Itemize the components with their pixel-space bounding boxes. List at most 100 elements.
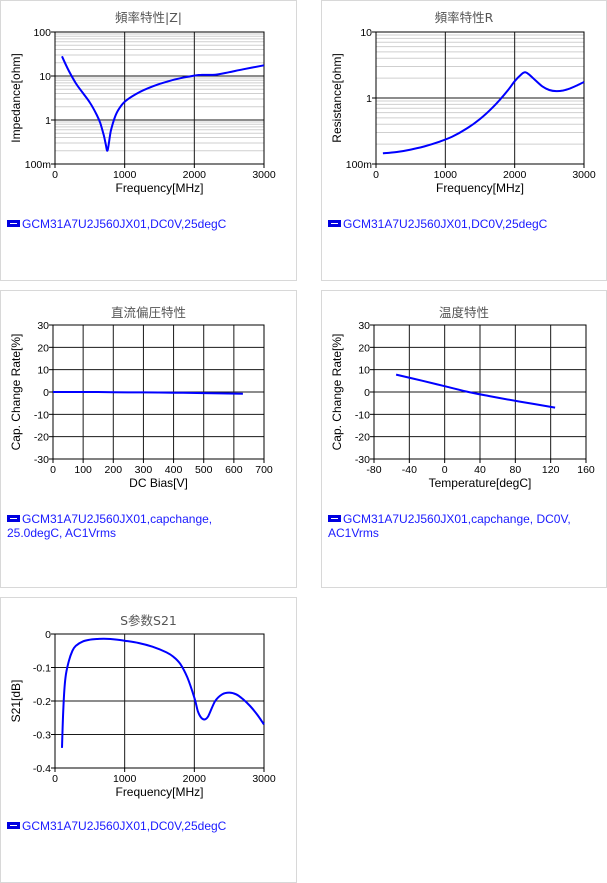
- x-tick-label: 2000: [503, 169, 527, 181]
- x-tick-label: 3000: [572, 169, 596, 181]
- x-axis-label: Frequency[MHz]: [115, 181, 203, 195]
- x-tick-label: 1000: [434, 169, 458, 181]
- legend-entry: GCM31A7U2J560JX01,capchange, 25.0degC, A…: [7, 512, 247, 540]
- x-axis-label: Frequency[MHz]: [436, 181, 524, 195]
- legend-swatch: [328, 220, 341, 227]
- x-tick-label: 1000: [113, 773, 137, 785]
- x-tick-label: 120: [542, 464, 560, 476]
- y-tick-label: 1: [45, 115, 51, 127]
- legend-label: GCM31A7U2J560JX01,capchange, DC0V, AC1Vr…: [328, 512, 571, 540]
- s21-chart: -0.4 -0.3 -0.2 -0.1 0 0 1000 2000 3000 Frequency[…: [9, 629, 276, 799]
- x-tick-label: -40: [402, 464, 417, 476]
- plot-frame: [54, 31, 265, 165]
- chart-title: 直流偏圧特性: [110, 305, 186, 320]
- legend-swatch: [328, 515, 341, 522]
- y-tick-label: 0: [45, 629, 51, 641]
- legend-entry: GCM31A7U2J560JX01,capchange, DC0V, AC1Vr…: [328, 512, 603, 540]
- x-tick-label: 700: [255, 464, 273, 476]
- x-tick-label: 0: [52, 169, 58, 181]
- x-axis-label: Frequency[MHz]: [115, 785, 203, 799]
- x-tick-label: 80: [509, 464, 521, 476]
- y-tick-label: -0.2: [33, 696, 51, 708]
- plot-area: [55, 32, 264, 164]
- legend-entry: GCM31A7U2J560JX01,DC0V,25degC: [7, 819, 287, 833]
- x-axis-label: Temperature[degC]: [429, 476, 532, 490]
- y-tick-label: -0.3: [33, 730, 51, 742]
- plot-frame: [373, 324, 587, 460]
- x-tick-label: 1000: [113, 169, 137, 181]
- x-axis-label: DC Bias[V]: [129, 476, 188, 490]
- y-tick-label: -20: [34, 432, 49, 444]
- y-tick-label: 100: [33, 27, 51, 39]
- y-tick-label: -30: [34, 454, 49, 466]
- x-tick-label: 400: [165, 464, 183, 476]
- y-axis-label: Cap. Change Rate[%]: [9, 334, 23, 451]
- y-tick-label: -30: [355, 454, 370, 466]
- y-tick-label: 10: [39, 71, 51, 83]
- legend-label: GCM31A7U2J560JX01,DC0V,25degC: [22, 819, 227, 833]
- y-tick-label: 10: [37, 365, 49, 377]
- legend-swatch: [7, 515, 20, 522]
- y-axis-label: S21[dB]: [9, 680, 23, 723]
- chart-panel-temperature: 温度特性 -30 -20 -10 0 10 20 30 -80 -40 0 40 80 120 160 Te…: [321, 290, 607, 588]
- x-tick-label: 40: [474, 464, 486, 476]
- chart-panel-impedance: 頻率特性|Z| 100m 1 10 100 0 1000 2000 3000 Frequency…: [0, 0, 297, 281]
- x-tick-label: 600: [225, 464, 243, 476]
- chart-panel-dc-bias: 直流偏圧特性 -30 -20 -10 0 10 20 30 0 100 200 300 400 500 6…: [0, 290, 297, 588]
- x-tick-label: 200: [105, 464, 123, 476]
- series-line: [61, 55, 265, 152]
- y-tick-label: 0: [364, 387, 370, 399]
- plot-frame: [375, 31, 585, 165]
- temperature-chart: -30 -20 -10 0 10 20 30 -80 -40 0 40 80 120 160 Tempera…: [330, 320, 595, 490]
- chart-title: 頻率特性R: [434, 10, 494, 25]
- series-line: [382, 71, 585, 155]
- x-tick-label: 2000: [183, 169, 207, 181]
- y-axis-label: Resistance[ohm]: [330, 53, 344, 142]
- y-tick-label: 20: [37, 342, 49, 354]
- y-axis-label: Cap. Change Rate[%]: [330, 334, 344, 451]
- resistance-chart: 100m 1 10 0 1000 2000 3000 Frequency[MHz] Resist…: [330, 27, 596, 195]
- x-tick-label: 2000: [183, 773, 207, 785]
- chart-title: 温度特性: [438, 305, 489, 320]
- x-tick-label: 3000: [252, 169, 276, 181]
- y-tick-label: -20: [355, 432, 370, 444]
- x-tick-label: 0: [52, 773, 58, 785]
- y-tick-label: -10: [355, 409, 370, 421]
- chart-title: S参数S21: [120, 613, 177, 628]
- chart-panel-resistance: 頻率特性R 100m 1 10 0 1000 2000 3000 Frequency[MHz]…: [321, 0, 607, 281]
- legend-label: GCM31A7U2J560JX01,DC0V,25degC: [343, 217, 548, 231]
- series-line: [395, 373, 556, 409]
- y-tick-label: 30: [37, 320, 49, 332]
- legend-swatch: [7, 220, 20, 227]
- y-tick-label: -10: [34, 409, 49, 421]
- y-axis-label: Impedance[ohm]: [9, 53, 23, 142]
- x-tick-label: 0: [50, 464, 56, 476]
- x-tick-label: 500: [195, 464, 213, 476]
- y-tick-label: 10: [358, 365, 370, 377]
- legend-label: GCM31A7U2J560JX01,DC0V,25degC: [22, 217, 227, 231]
- legend-label: GCM31A7U2J560JX01,capchange, 25.0degC, A…: [7, 512, 213, 540]
- y-tick-label: 1: [366, 93, 372, 105]
- y-tick-label: 10: [360, 27, 372, 39]
- y-tick-label: 100m: [346, 159, 373, 171]
- legend-entry: GCM31A7U2J560JX01,DC0V,25degC: [328, 217, 598, 231]
- y-tick-label: 30: [358, 320, 370, 332]
- legend-swatch: [7, 822, 20, 829]
- x-tick-label: 0: [442, 464, 448, 476]
- x-tick-label: 0: [373, 169, 379, 181]
- x-tick-label: 300: [135, 464, 153, 476]
- x-tick-label: 100: [74, 464, 92, 476]
- y-tick-label: -0.1: [33, 663, 51, 675]
- x-tick-label: 160: [577, 464, 595, 476]
- series-line: [52, 391, 243, 395]
- x-tick-label: 3000: [252, 773, 276, 785]
- y-tick-label: 20: [358, 342, 370, 354]
- y-tick-label: 0: [43, 387, 49, 399]
- series-line: [61, 637, 265, 748]
- chart-panel-s21: S参数S21 -0.4 -0.3 -0.2 -0.1 0 0 1000 2000 3000 Fre…: [0, 597, 297, 883]
- y-tick-label: -0.4: [33, 763, 51, 775]
- x-tick-label: -80: [366, 464, 381, 476]
- plot-frame: [54, 633, 265, 769]
- chart-title: 頻率特性|Z|: [115, 10, 182, 25]
